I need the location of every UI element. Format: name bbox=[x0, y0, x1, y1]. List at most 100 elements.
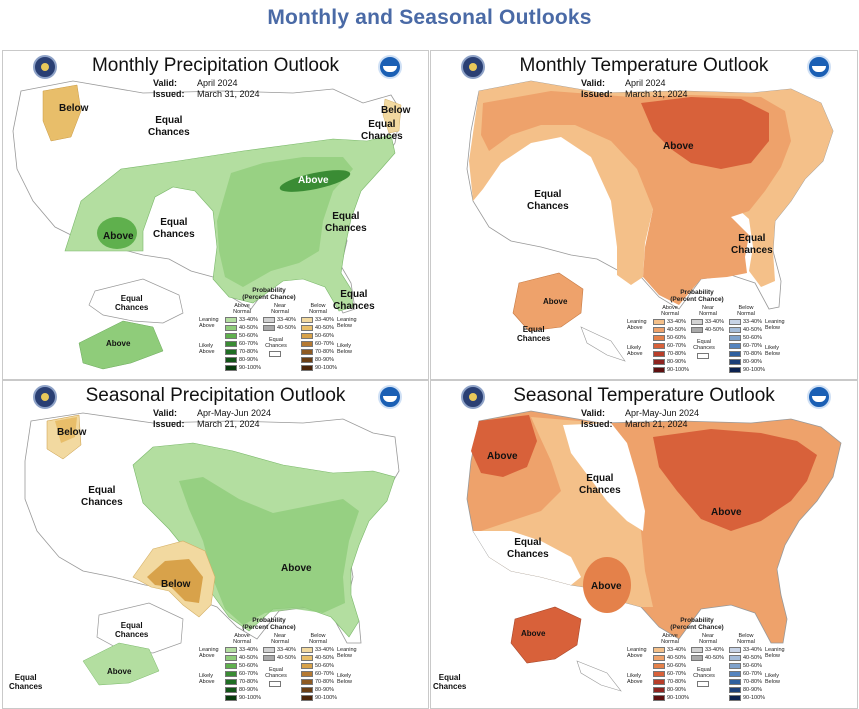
seasonal-precipitation-panel: Seasonal Precipitation Outlook Valid: Apr… bbox=[2, 380, 429, 709]
label-below-nw: Below bbox=[59, 103, 89, 114]
legend-swatch-below bbox=[729, 695, 741, 701]
legend-swatch-near bbox=[691, 655, 703, 661]
legend-likely-above: Likely Above bbox=[199, 673, 215, 685]
legend-swatch-above bbox=[653, 343, 665, 349]
legend-swatch-below bbox=[301, 333, 313, 339]
legend-range-above: 80-90% bbox=[239, 687, 258, 693]
label-eq-ak: Equal Chances bbox=[433, 673, 467, 691]
legend-swatch-equal bbox=[269, 681, 281, 687]
legend-swatch-below bbox=[729, 687, 741, 693]
below-nw-core bbox=[55, 417, 77, 443]
legend-range-above: 70-80% bbox=[239, 679, 258, 685]
legend-swatch-near bbox=[691, 319, 703, 325]
legend-swatch-above bbox=[653, 327, 665, 333]
legend-range-above: 70-80% bbox=[239, 349, 258, 355]
legend-above-header: Above Normal bbox=[233, 303, 251, 315]
label-below-sw: Below bbox=[161, 579, 191, 590]
alaska-above-region bbox=[510, 606, 582, 664]
legend-swatch-below bbox=[729, 663, 741, 669]
legend-swatch-above bbox=[225, 349, 237, 355]
legend-swatch-above bbox=[225, 317, 237, 323]
legend-range-below: 50-60% bbox=[743, 335, 762, 341]
doc-seal-icon bbox=[461, 55, 485, 79]
alaska-outline bbox=[512, 272, 584, 332]
legend-equal-chances: Equal Chances bbox=[693, 339, 715, 351]
alaska-panhandle bbox=[580, 326, 626, 362]
legend-swatch-above bbox=[225, 663, 237, 669]
legend-leaning-above: Leaning Above bbox=[199, 317, 219, 329]
label-above-nw: Above bbox=[487, 451, 518, 462]
alaska-outline bbox=[88, 278, 184, 324]
legend-range-below: 33-40% bbox=[743, 319, 762, 325]
valid-issued: Valid: Apr-May-Jun 2024 Issued: March 21, … bbox=[153, 408, 272, 429]
legend-swatch-below bbox=[729, 655, 741, 661]
legend-swatch-above bbox=[653, 335, 665, 341]
legend-swatch-below bbox=[301, 325, 313, 331]
legend-swatch-above bbox=[225, 325, 237, 331]
legend-swatch-below bbox=[729, 647, 741, 653]
legend-swatch-below bbox=[301, 695, 313, 701]
legend-swatch-below bbox=[729, 335, 741, 341]
legend-range-above: 40-50% bbox=[239, 325, 258, 331]
legend-swatch-above bbox=[225, 357, 237, 363]
eq-north-region bbox=[563, 423, 645, 531]
legend-likely-above: Likely Above bbox=[627, 673, 643, 685]
monthly-temperature-panel: Monthly Temperature Outlook Valid: April … bbox=[430, 50, 858, 380]
legend-swatch-near bbox=[263, 647, 275, 653]
legend-range-above: 60-70% bbox=[239, 341, 258, 347]
legend-precip: Probability (Percent Chance) Above Normal… bbox=[199, 287, 359, 377]
legend-likely-below: Likely Below bbox=[765, 345, 780, 357]
legend-leaning-below: Leaning Below bbox=[765, 319, 785, 331]
label-eq-se: Equal Chances bbox=[325, 211, 367, 234]
legend-range-above: 80-90% bbox=[667, 359, 686, 365]
legend-range-below: 33-40% bbox=[743, 647, 762, 653]
legend-below-header: Below Normal bbox=[737, 633, 755, 645]
label-eq-corner: Equal Chances bbox=[9, 673, 43, 691]
legend-swatch-below bbox=[729, 367, 741, 373]
above-likely-region bbox=[641, 97, 769, 169]
label-eq-west: Equal Chances bbox=[507, 537, 549, 560]
legend-swatch-below bbox=[729, 679, 741, 685]
noaa-logo-icon bbox=[807, 385, 831, 409]
seasonal-temperature-panel: Seasonal Temperature Outlook Valid: Apr-M… bbox=[430, 380, 858, 709]
below-nw-region bbox=[42, 84, 82, 142]
legend-range-near: 33-40% bbox=[705, 647, 724, 653]
legend-swatch-below bbox=[301, 655, 313, 661]
legend-range-near: 40-50% bbox=[705, 327, 724, 333]
legend-swatch-below bbox=[729, 327, 741, 333]
monthly-temperature-map bbox=[466, 80, 834, 362]
legend-leaning-below: Leaning Below bbox=[337, 647, 357, 659]
valid-issued: Valid: April 2024 Issued: March 31, 2024 bbox=[153, 78, 260, 99]
legend-swatch-above bbox=[653, 663, 665, 669]
eq-west-region bbox=[473, 531, 581, 585]
valid-issued: Valid: April 2024 Issued: March 31, 2024 bbox=[581, 78, 688, 99]
legend-swatch-above bbox=[653, 367, 665, 373]
legend-range-below: 90-100% bbox=[315, 365, 338, 371]
legend-range-above: 40-50% bbox=[667, 327, 686, 333]
doc-seal-icon bbox=[33, 55, 57, 79]
legend-range-near: 40-50% bbox=[705, 655, 724, 661]
legend-range-below: 70-80% bbox=[743, 679, 762, 685]
legend-swatch-below bbox=[301, 647, 313, 653]
legend-swatch-above bbox=[653, 671, 665, 677]
legend-below-header: Below Normal bbox=[309, 303, 327, 315]
legend-range-below: 70-80% bbox=[315, 349, 334, 355]
legend-swatch-above bbox=[653, 319, 665, 325]
legend-range-above: 60-70% bbox=[239, 671, 258, 677]
label-above-sw: Above bbox=[103, 231, 134, 242]
legend-range-below: 60-70% bbox=[743, 671, 762, 677]
noaa-logo-icon bbox=[378, 55, 402, 79]
legend-likely-above: Likely Above bbox=[627, 345, 643, 357]
panel-title: Seasonal Precipitation Outlook bbox=[85, 385, 346, 406]
legend-range-below: 90-100% bbox=[743, 367, 766, 373]
legend-range-below: 80-90% bbox=[743, 359, 762, 365]
legend-swatch-below bbox=[301, 687, 313, 693]
legend-range-below: 80-90% bbox=[743, 687, 762, 693]
legend-near-header: Near Normal bbox=[271, 303, 289, 315]
label-eq-ak: Equal Chances bbox=[517, 325, 551, 343]
label-above-ak: Above bbox=[521, 629, 546, 638]
panel-title: Monthly Temperature Outlook bbox=[519, 55, 769, 76]
legend-swatch-below bbox=[301, 341, 313, 347]
alaska-panhandle bbox=[576, 660, 622, 692]
label-above-ak: Above bbox=[106, 339, 131, 348]
